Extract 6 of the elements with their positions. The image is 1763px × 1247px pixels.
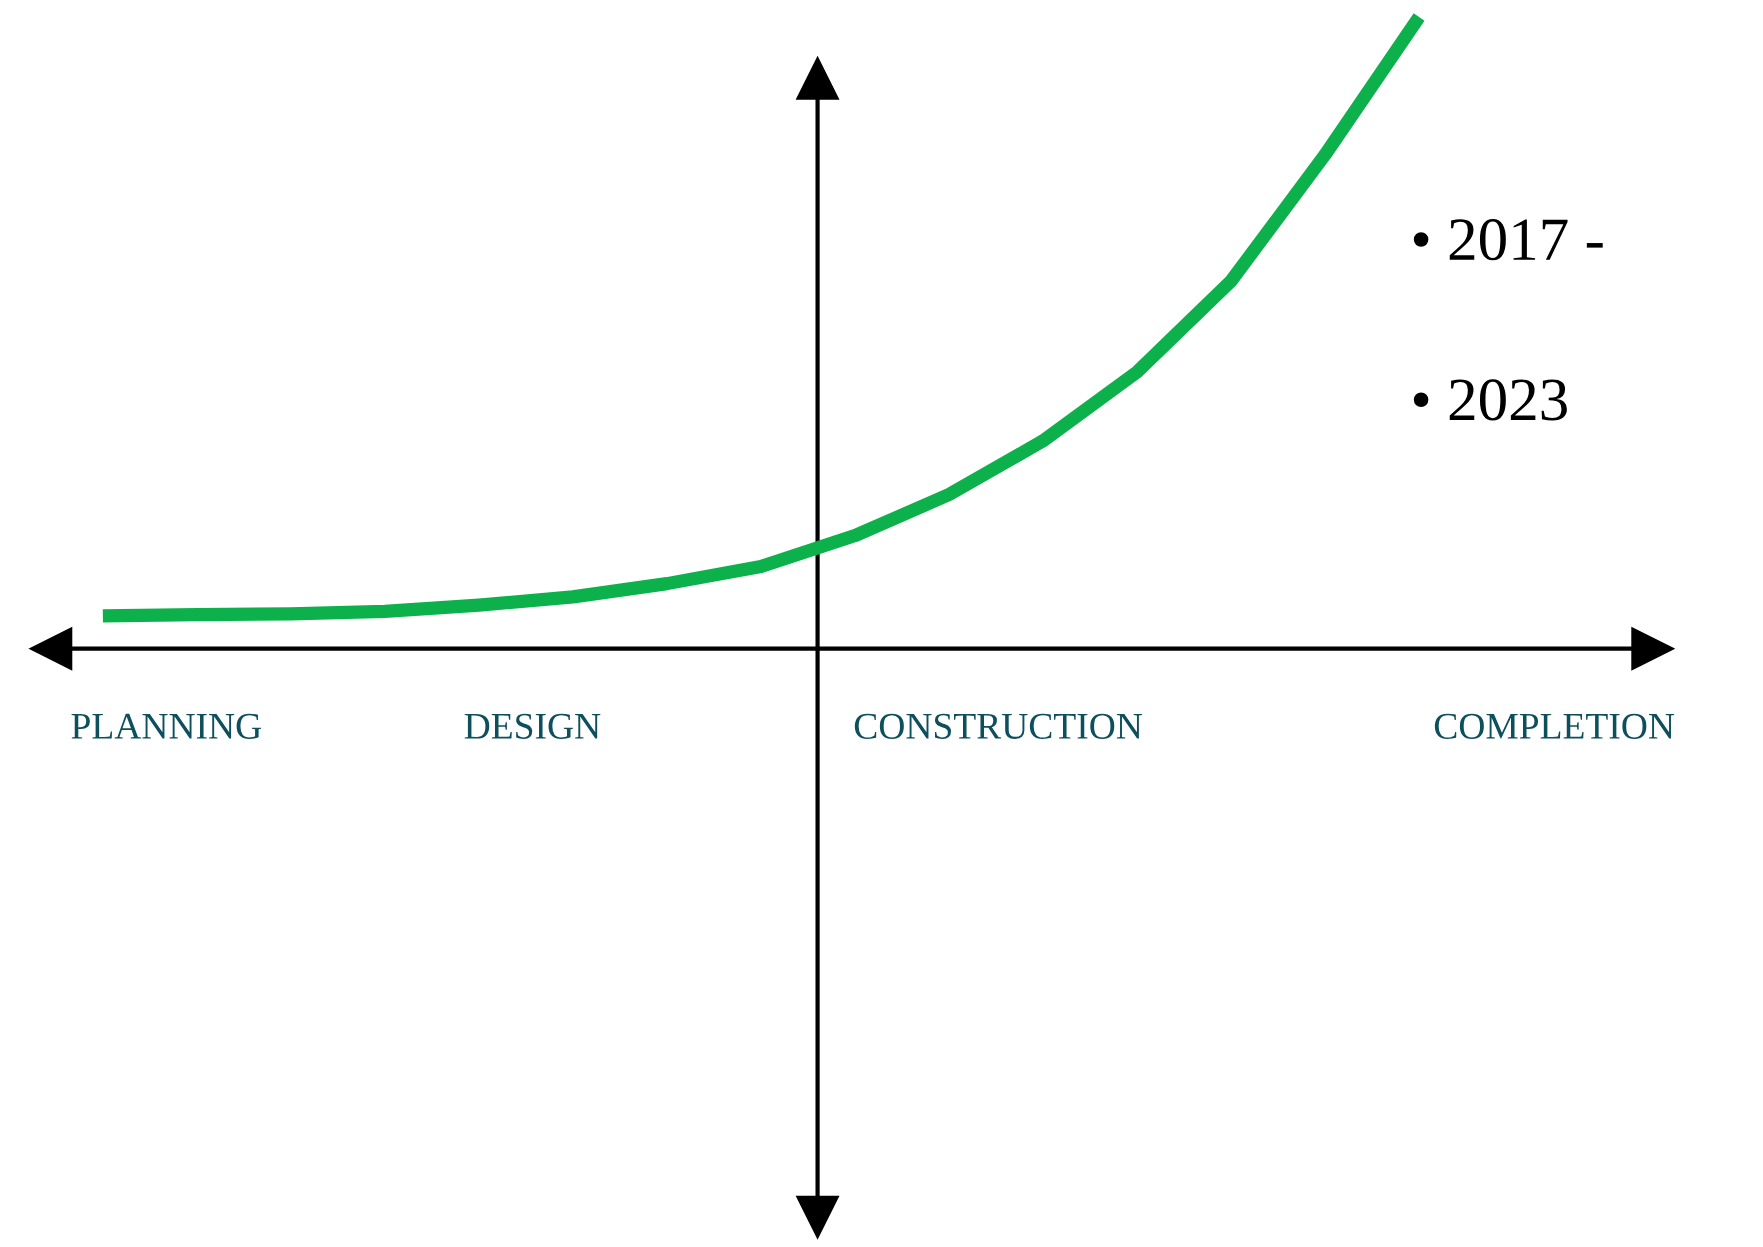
annotation: • 2023 [1413,379,1567,421]
text: CONSTRUCTION [854,713,1143,739]
text: PLANNING [71,713,262,739]
text: COMPLETION [1434,713,1675,739]
text: DESIGN [464,713,601,739]
annotation: • 2017 - [1413,219,1603,261]
